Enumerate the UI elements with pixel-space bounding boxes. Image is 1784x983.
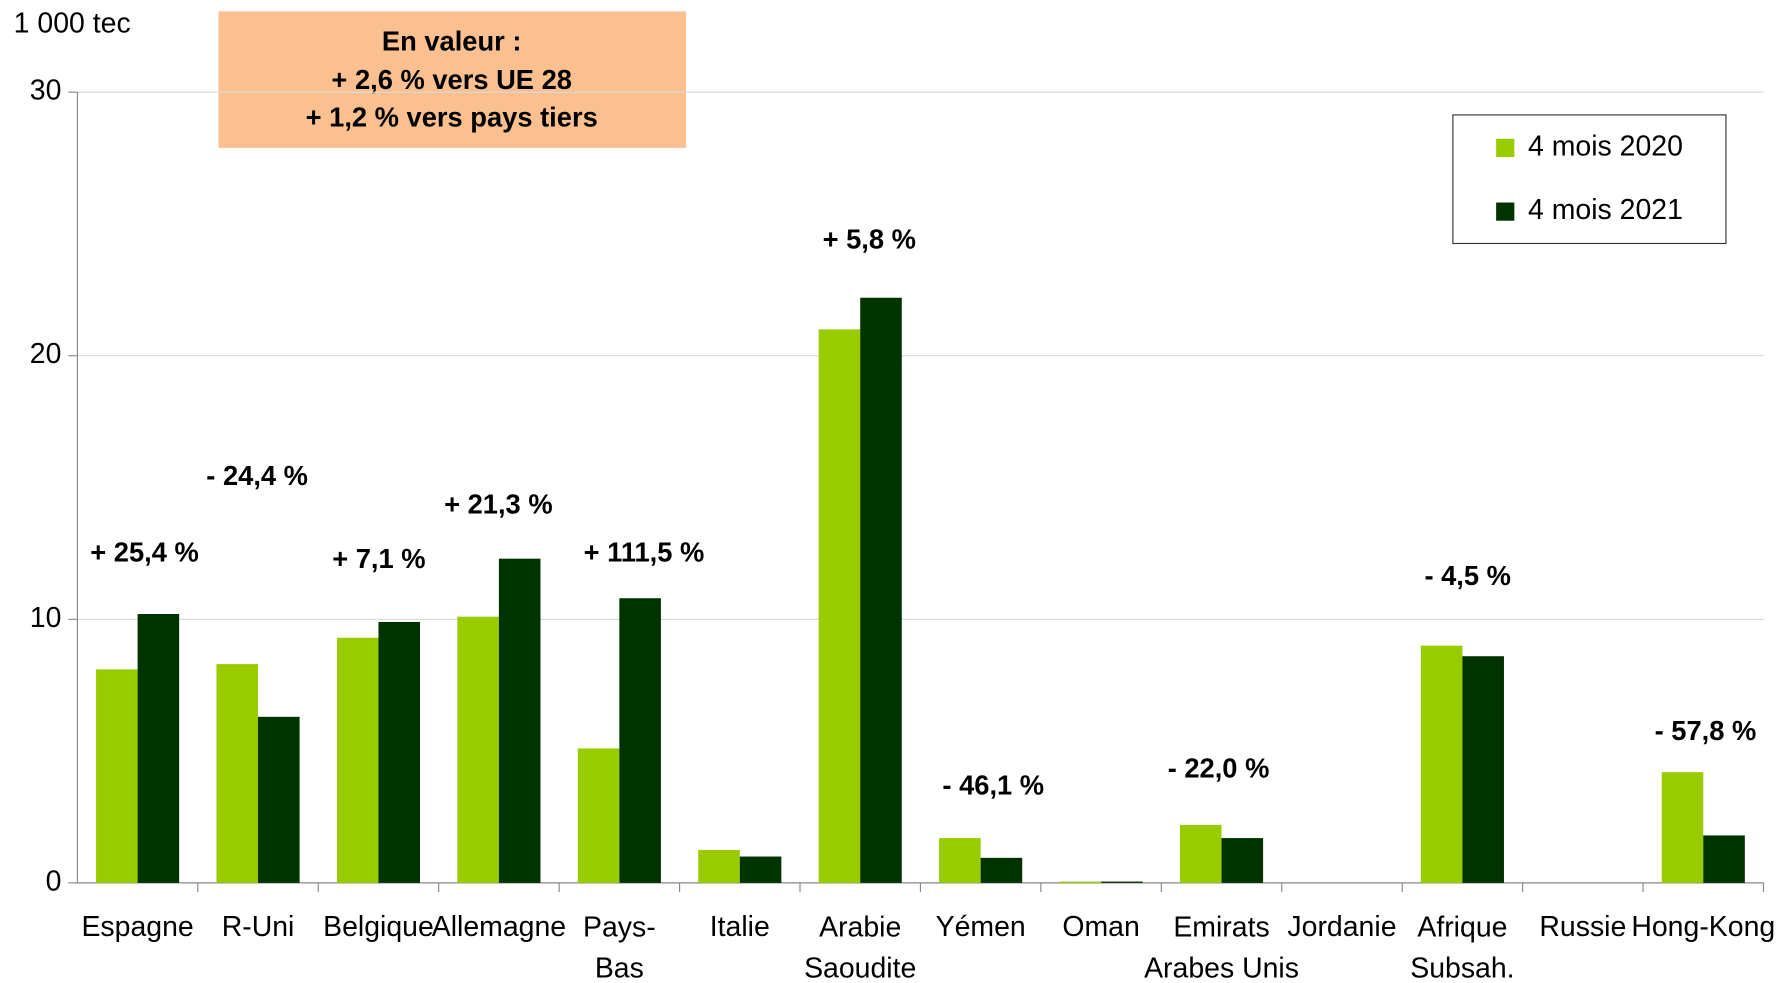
y-tick-label: 30 <box>30 75 62 107</box>
bar <box>1101 881 1143 883</box>
bar <box>1462 656 1504 883</box>
bar <box>1420 645 1463 883</box>
change-label: - 4,5 % <box>1424 560 1510 591</box>
change-label: + 25,4 % <box>90 536 199 567</box>
x-tick-label: Emirats Arabes Unis <box>1144 911 1299 983</box>
change-label: - 24,4 % <box>206 460 308 491</box>
bar <box>619 598 661 883</box>
bar <box>336 637 379 883</box>
annotation-box <box>218 11 687 148</box>
x-tick-label: Italie <box>710 911 770 943</box>
bar <box>739 856 782 883</box>
x-tick-label: Hong-Kong <box>1631 911 1775 943</box>
x-tick-label: Yémen <box>936 911 1026 943</box>
bar <box>818 329 861 883</box>
change-label: + 111,5 % <box>584 536 705 567</box>
change-label: - 57,8 % <box>1655 715 1757 746</box>
y-unit: 1 000 tec <box>14 8 131 40</box>
x-tick-label: Afrique Subsah. <box>1410 911 1514 983</box>
box-line: + 1,2 % vers pays tiers <box>306 102 598 133</box>
change-label: + 5,8 % <box>823 223 916 254</box>
bar <box>137 614 180 883</box>
change-label: + 21,3 % <box>444 489 553 520</box>
x-tick-label: Pays-Bas <box>583 911 656 983</box>
legend-label: 4 mois 2021 <box>1528 194 1683 226</box>
bar <box>980 857 1023 883</box>
x-tick-label: Russie <box>1539 911 1626 943</box>
bar <box>577 748 620 883</box>
x-tick-label: Belgique <box>323 911 434 943</box>
x-tick-label: Oman <box>1062 911 1139 943</box>
bar <box>378 621 421 883</box>
x-tick-label: R-Uni <box>222 911 295 943</box>
bar <box>939 838 981 883</box>
bar <box>216 664 259 883</box>
bar <box>1179 824 1222 883</box>
legend-box <box>1452 114 1727 245</box>
x-tick-label: Allemagne <box>432 911 566 943</box>
legend-label: 4 mois 2020 <box>1528 130 1683 162</box>
x-tick-label: Jordanie <box>1287 911 1396 943</box>
bar <box>457 616 499 883</box>
change-label: - 22,0 % <box>1168 752 1270 783</box>
change-label: + 7,1 % <box>332 543 425 574</box>
bar <box>1059 881 1102 883</box>
bar <box>498 558 541 883</box>
x-tick-label: Espagne <box>81 911 193 943</box>
x-tick-label: Arabie Saoudite <box>804 911 916 983</box>
bar <box>258 716 300 883</box>
bar <box>96 669 138 883</box>
y-tick-label: 0 <box>46 865 62 897</box>
box-line: En valeur : <box>382 25 522 56</box>
bar <box>860 297 902 883</box>
bar <box>1221 838 1264 883</box>
legend-swatch <box>1496 138 1515 158</box>
y-tick-label: 10 <box>30 602 62 634</box>
y-tick-label: 20 <box>30 338 62 370</box>
bar <box>1661 772 1704 883</box>
bar <box>698 849 740 883</box>
box-line: + 2,6 % vers UE 28 <box>331 64 572 95</box>
legend-swatch <box>1496 202 1515 221</box>
change-label: - 46,1 % <box>942 770 1044 801</box>
bar <box>1703 835 1745 883</box>
